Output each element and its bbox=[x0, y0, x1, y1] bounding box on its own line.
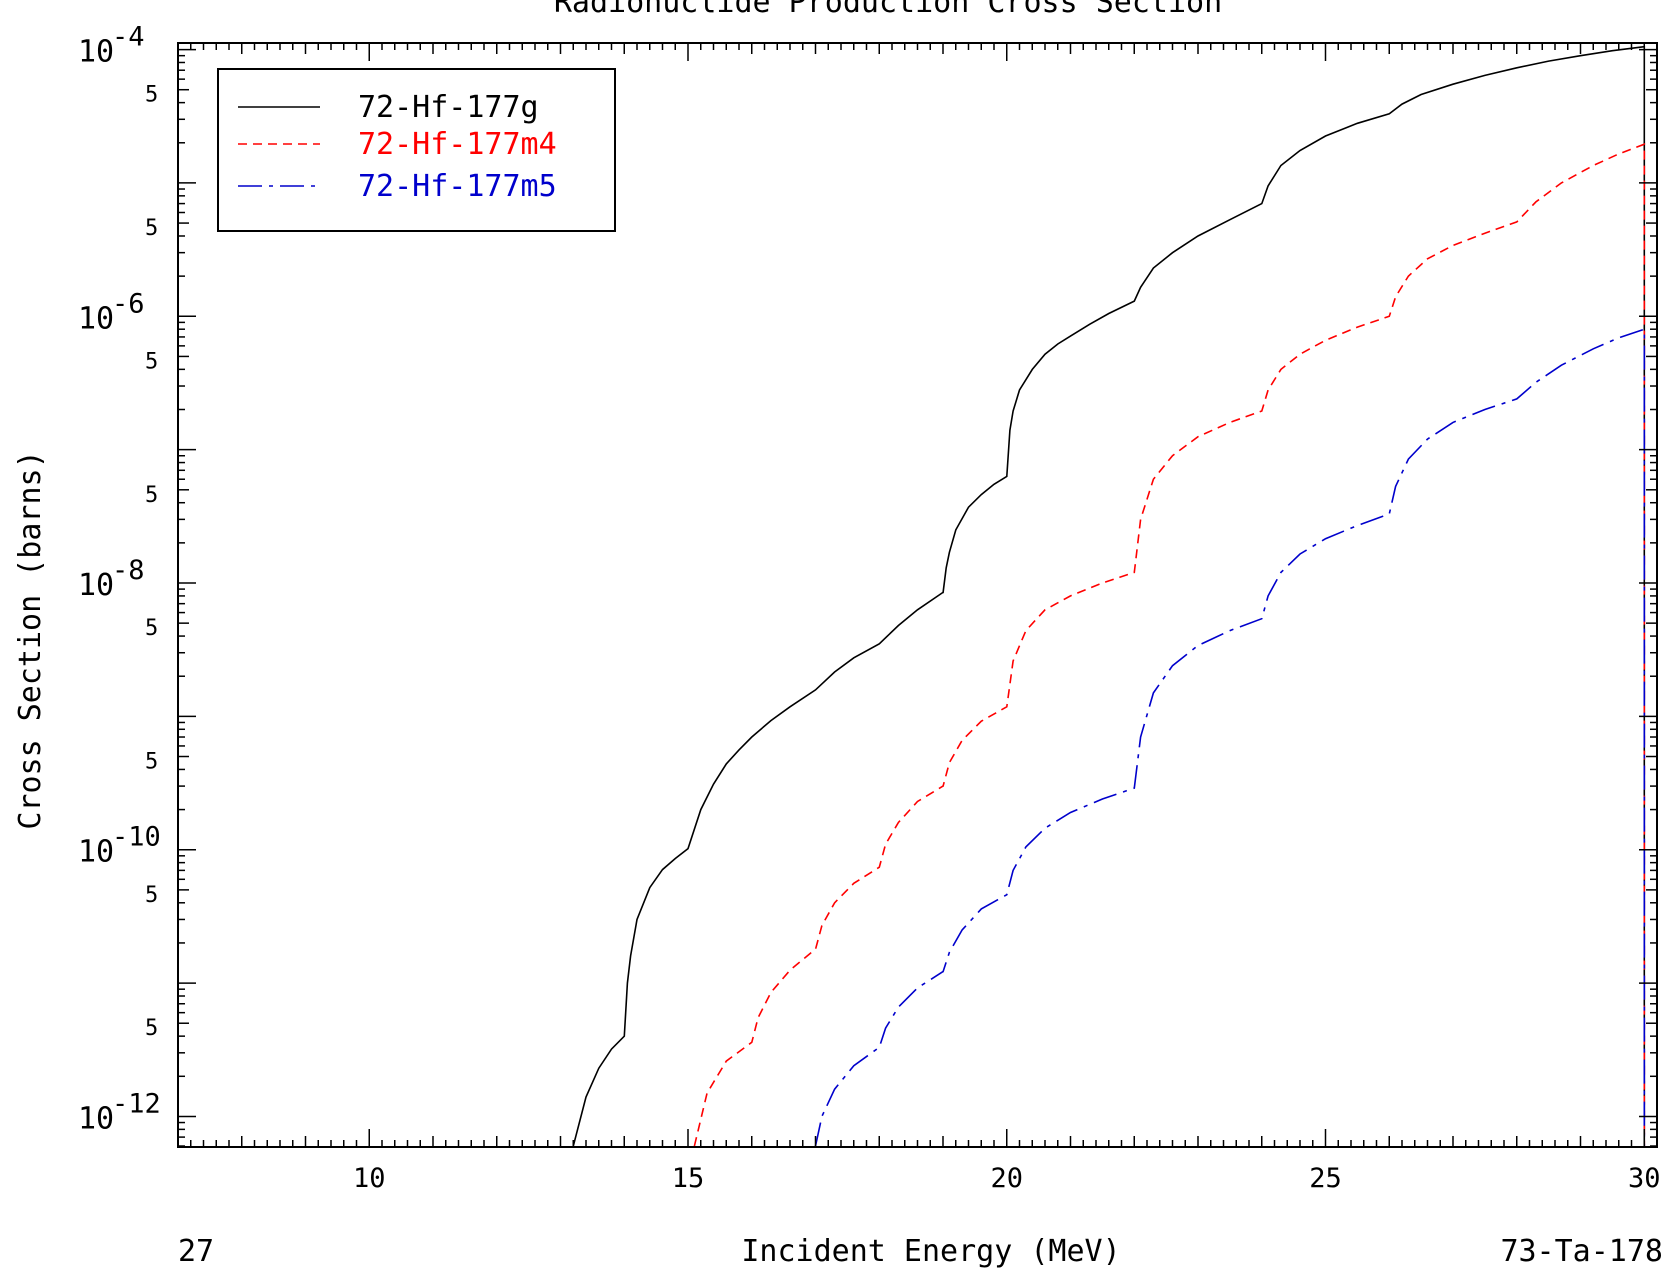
y-minor-label: 5 bbox=[145, 1016, 158, 1041]
y-tick-exponent: -12 bbox=[112, 1088, 161, 1119]
x-axis-label: Incident Energy (MeV) bbox=[741, 1234, 1120, 1269]
y-tick-base: 10 bbox=[78, 835, 114, 870]
y-decade-label: 10-12 bbox=[78, 1088, 161, 1136]
y-minor-label: 5 bbox=[145, 83, 158, 108]
plot-frame bbox=[177, 42, 1658, 1148]
x-tick-label: 30 bbox=[1628, 1163, 1661, 1194]
footer-right: 73-Ta-178 bbox=[1500, 1234, 1663, 1269]
y-minor-label: 5 bbox=[145, 883, 158, 908]
y-minor-label: 5 bbox=[145, 616, 158, 641]
x-tick-label: 15 bbox=[672, 1163, 705, 1194]
x-tick-label: 20 bbox=[990, 1163, 1023, 1194]
y-tick-exponent: -10 bbox=[112, 822, 161, 853]
series-line-1 bbox=[693, 143, 1646, 1147]
y-minor-label: 5 bbox=[145, 349, 158, 374]
x-tick-label: 25 bbox=[1309, 1163, 1342, 1194]
series-line-0 bbox=[572, 45, 1646, 1147]
x-tick-label: 10 bbox=[353, 1163, 386, 1194]
legend-label-2: 72-Hf-177m5 bbox=[358, 169, 557, 204]
y-decade-label: 10-6 bbox=[78, 288, 145, 336]
y-decade-label: 10-8 bbox=[78, 555, 145, 603]
legend-box bbox=[217, 68, 616, 232]
y-minor-label: 5 bbox=[145, 483, 158, 508]
series-line-2 bbox=[814, 328, 1646, 1147]
chart-title: Radionuclide Production Cross Section bbox=[554, 0, 1222, 20]
footer-left: 27 bbox=[178, 1234, 214, 1269]
series-layer bbox=[572, 45, 1646, 1147]
legend-label-0: 72-Hf-177g bbox=[358, 90, 539, 125]
y-tick-base: 10 bbox=[78, 568, 114, 603]
y-tick-exponent: -8 bbox=[112, 555, 145, 586]
y-minor-label: 5 bbox=[145, 750, 158, 775]
y-tick-base: 10 bbox=[78, 301, 114, 336]
axis-ticks bbox=[177, 43, 1658, 1147]
y-tick-base: 10 bbox=[78, 1101, 114, 1136]
y-decade-label: 10-10 bbox=[78, 822, 161, 870]
y-axis-label: Cross Section (barns) bbox=[13, 450, 48, 829]
x-tick-labels: 10 15 20 25 30 bbox=[353, 1163, 1661, 1194]
y-tick-base: 10 bbox=[78, 35, 114, 70]
y-minor-label: 5 bbox=[145, 216, 158, 241]
y-decade-label: 10-4 bbox=[78, 22, 145, 70]
legend-label-1: 72-Hf-177m4 bbox=[358, 127, 557, 162]
y-tick-exponent: -6 bbox=[112, 288, 145, 319]
y-tick-exponent: -4 bbox=[112, 22, 145, 53]
